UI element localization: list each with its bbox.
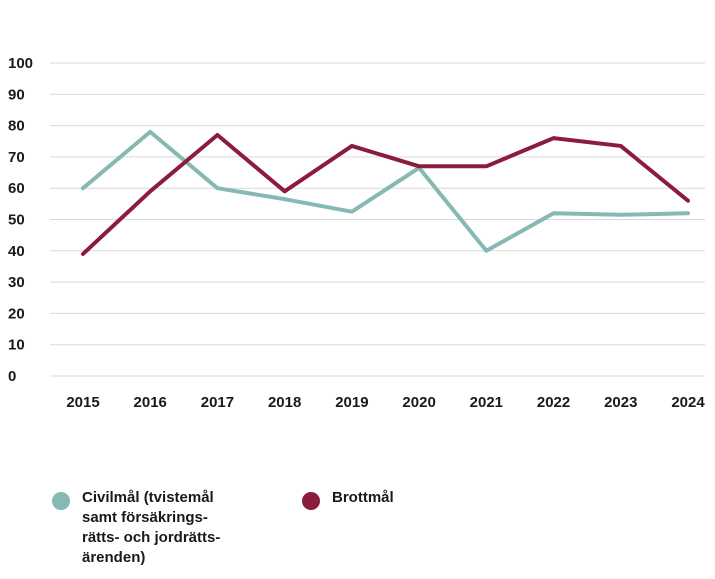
y-axis-ticks: 0 10 20 30 40 50 60 70 80 90 100 xyxy=(8,55,33,385)
legend-item-civilmal: Civilmål (tvistemål samt försäkrings- rä… xyxy=(52,488,220,568)
legend-item-brottmal: Brottmål xyxy=(302,488,394,510)
legend-swatch-civilmal xyxy=(52,492,70,510)
y-tick-label: 50 xyxy=(8,212,25,229)
y-tick-label: 0 xyxy=(8,368,16,385)
x-tick-label: 2022 xyxy=(537,394,570,411)
legend-label-brottmal: Brottmål xyxy=(332,488,394,508)
legend-swatch-brottmal xyxy=(302,492,320,510)
x-tick-label: 2024 xyxy=(671,394,705,411)
series-line-civilmal xyxy=(83,132,688,251)
x-tick-label: 2015 xyxy=(66,394,99,411)
y-tick-label: 20 xyxy=(8,305,25,322)
series-lines xyxy=(83,132,688,254)
y-tick-label: 60 xyxy=(8,180,25,197)
x-tick-label: 2019 xyxy=(335,394,368,411)
x-tick-label: 2017 xyxy=(201,394,234,411)
legend-label-civilmal: Civilmål (tvistemål samt försäkrings- rä… xyxy=(82,488,220,568)
legend: Civilmål (tvistemål samt försäkrings- rä… xyxy=(0,488,715,579)
x-tick-label: 2023 xyxy=(604,394,637,411)
x-tick-label: 2018 xyxy=(268,394,301,411)
y-tick-label: 90 xyxy=(8,86,25,103)
x-axis-ticks: 2015 2016 2017 2018 2019 2020 2021 2022 2023 2024 xyxy=(66,394,705,411)
y-tick-label: 40 xyxy=(8,243,25,260)
x-tick-label: 2016 xyxy=(134,394,167,411)
x-tick-label: 2020 xyxy=(402,394,435,411)
gridlines xyxy=(50,63,705,376)
y-tick-label: 100 xyxy=(8,55,33,72)
y-tick-label: 30 xyxy=(8,274,25,291)
y-tick-label: 80 xyxy=(8,118,25,135)
y-tick-label: 10 xyxy=(8,337,25,354)
y-tick-label: 70 xyxy=(8,149,25,166)
x-tick-label: 2021 xyxy=(470,394,503,411)
